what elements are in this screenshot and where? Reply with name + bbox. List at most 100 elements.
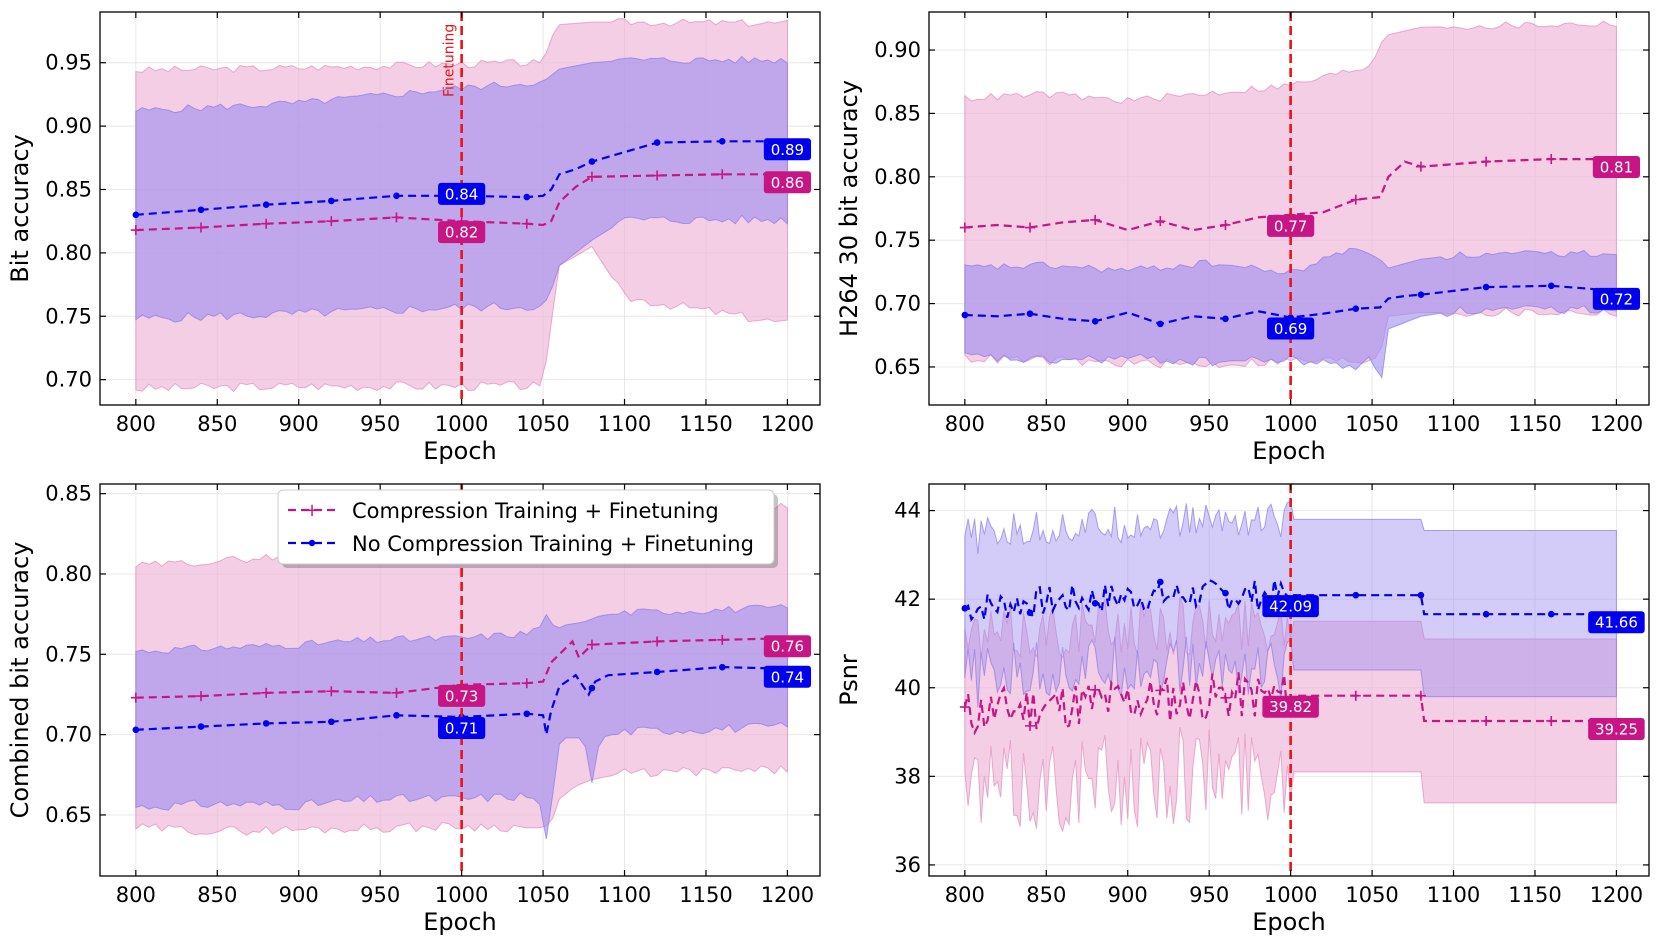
x-tick-label: 1200 [761,883,814,907]
x-tick-label: 850 [197,883,237,907]
marker-compression [1155,216,1166,227]
x-tick-label: 1100 [598,883,651,907]
y-tick-label: 0.95 [45,51,92,75]
badge-nocompression-end: 0.89 [763,138,812,161]
x-tick-label: 800 [116,412,156,436]
x-tick-label: 1150 [679,883,732,907]
marker-nocompression [1091,600,1099,607]
badge-compression-end-text: 0.86 [771,174,804,192]
badge-nocompression-1000-box [438,716,486,739]
x-tick-label: 1050 [516,412,569,436]
axes-frame [928,11,1650,406]
marker-compression [326,216,337,227]
legend-frame [277,489,775,565]
marker-compression [717,169,728,180]
x-tick-label: 900 [279,883,319,907]
x-tick-label: 1000 [435,412,488,436]
panel-psnr: 39.82 39.25 42.09 41.66 800 850 900 950 1000 1050… [835,483,1650,936]
badge-compression-1000-box [438,221,486,244]
marker-compression [586,171,597,182]
badge-nocompression-end-text: 0.74 [771,668,804,686]
y-tick-label: 0.75 [874,228,921,252]
line-compression [135,173,788,232]
y-tick-label: 0.75 [45,304,92,328]
badge-compression-end: 0.81 [1592,156,1641,179]
line-compression [135,637,788,699]
x-axis-label: Epoch [423,908,497,936]
marker-nocompression [1547,610,1555,618]
y-tick-label: 0.80 [874,165,921,189]
badge-compression-end-box [763,635,812,658]
marker-compression [1481,715,1492,726]
x-tick-label: 1000 [435,883,488,907]
badge-compression-end: 0.76 [763,635,812,658]
y-tick-label: 36 [894,853,921,877]
badge-compression-1000-box [1267,214,1315,237]
ticks: 800 850 900 950 1000 1050 1100 1150 1200 0.70 0.75… [45,12,820,436]
badge-nocompression-end-box [1588,611,1645,634]
marker-compression [959,702,970,713]
x-tick-label: 1200 [1590,412,1643,436]
x-tick-label: 1050 [1345,412,1398,436]
x-tick-label: 1000 [1264,412,1317,436]
y-tick-label: 0.90 [45,114,92,138]
y-tick-label: 0.65 [874,355,921,379]
y-tick-label: 44 [894,499,921,523]
badge-compression-1000-text: 0.73 [445,687,478,705]
y-tick-label: 38 [894,764,921,788]
marker-compression [261,687,272,698]
badge-compression-end-text: 39.25 [1595,720,1638,738]
y-tick-label: 0.85 [45,482,92,506]
marker-compression [195,691,206,702]
marker-compression [1025,222,1035,233]
marker-nocompression [1352,591,1360,599]
y-tick-label: 0.75 [45,642,92,666]
marker-compression [652,170,663,181]
panel-h264-bit-accuracy: 0.77 0.81 0.69 0.72 800 850 900 950 1000 1050 1100… [835,11,1650,465]
panel-bit-accuracy: Finetuning 0.82 0.86 0.84 0.89 800 850 900 950 10… [6,11,821,465]
badge-compression-1000: 0.73 [438,684,486,707]
marker-nocompression [1482,610,1490,618]
y-tick-label: 42 [894,587,921,611]
badge-nocompression-1000: 42.09 [1262,595,1319,618]
marker-nocompression [328,718,335,726]
marker-nocompression [588,684,596,692]
x-tick-label: 1200 [761,412,814,436]
marker-compression [1220,219,1231,230]
x-axis-label: Epoch [1252,908,1326,936]
marker-nocompression [197,206,205,214]
marker-compression [1546,154,1557,165]
badge-nocompression-end: 41.66 [1588,611,1645,634]
badge-compression-1000-text: 0.77 [1274,217,1307,235]
badge-nocompression-end-text: 41.66 [1595,614,1638,632]
y-axis-label: H264 30 bit accuracy [835,80,863,337]
marker-nocompression [961,311,969,319]
badge-compression-1000: 39.82 [1262,695,1319,718]
marker-nocompression [132,726,140,734]
x-tick-label: 800 [945,883,985,907]
x-tick-label: 850 [1026,883,1066,907]
badge-compression-1000-box [438,684,486,707]
y-tick-label: 0.85 [874,101,921,125]
marker-compression [1350,194,1361,205]
badge-nocompression-1000: 0.84 [438,182,486,205]
marker-compression [1220,692,1231,703]
badge-nocompression-1000: 0.69 [1267,317,1315,340]
marker-compression [1025,720,1035,731]
marker-nocompression [1222,589,1229,597]
y-tick-label: 0.85 [45,177,92,201]
badge-compression-end: 0.86 [763,171,812,194]
badge-nocompression-1000-text: 0.84 [445,185,478,203]
legend-label-compression: Compression Training + Finetuning [352,499,719,523]
marker-compression [521,678,532,689]
badge-nocompression-1000-text: 0.71 [445,719,478,737]
y-tick-label: 0.70 [45,368,92,392]
badge-compression-end-box [763,171,812,194]
marker-compression [1546,715,1557,726]
x-tick-label: 900 [1108,412,1148,436]
marker-nocompression [1417,291,1425,299]
y-axis-label: Bit accuracy [6,134,34,282]
x-tick-label: 950 [1189,412,1229,436]
marker-nocompression [1026,609,1034,617]
